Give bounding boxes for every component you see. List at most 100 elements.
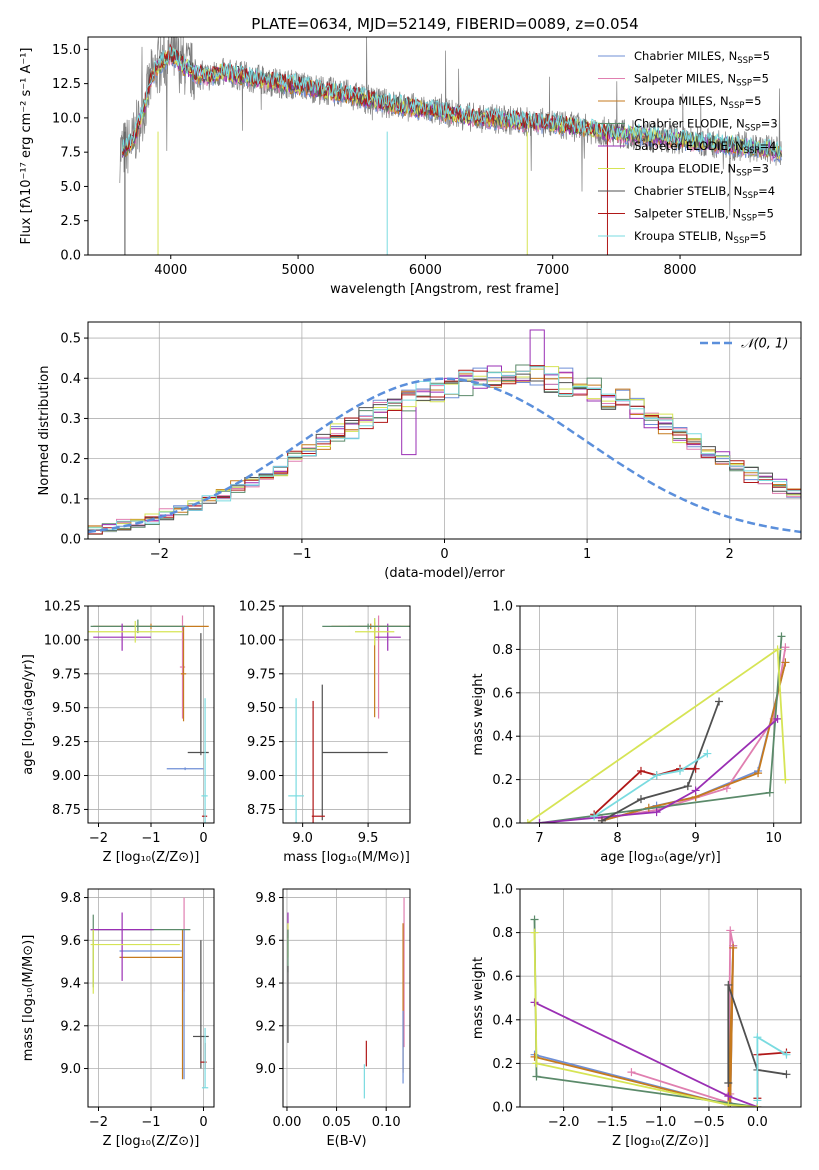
y-tick-label: 9.75 — [247, 667, 276, 682]
legend-label: Kroupa ELODIE, NSSP=3 — [634, 162, 769, 179]
x-tick-label: −1.5 — [596, 1115, 628, 1130]
y-tick-label: 0.2 — [492, 1057, 513, 1072]
weight-marker — [532, 1059, 541, 1068]
massweight-vs-age-plot-area — [523, 632, 790, 823]
x-tick-label: 8 — [613, 831, 621, 846]
weight-marker — [726, 926, 735, 935]
weight-marker — [652, 771, 661, 780]
legend-label-text: Chabrier MILES, N — [634, 49, 737, 63]
x-tick-label: −2.0 — [548, 1115, 580, 1130]
y-tick-label: 9.50 — [52, 701, 81, 716]
weight-line-salpeter-stelib — [756, 1051, 787, 1099]
y-tick-label: 15.0 — [52, 43, 81, 58]
weight-line-kroupa-elodie — [533, 932, 758, 1107]
legend-label-text: Salpeter ELODIE, N — [634, 139, 744, 153]
weight-line-chabrier-stelib — [727, 984, 787, 1083]
y-tick-label: 0.0 — [60, 249, 81, 264]
model-line-kroupa-stelib — [121, 46, 782, 158]
weight-marker — [724, 1100, 733, 1107]
y-tick-label: 5.0 — [60, 180, 81, 195]
y-tick-label: 0.2 — [492, 773, 513, 788]
legend-subscript: SSP — [736, 169, 752, 179]
x-tick-label: 9 — [691, 831, 699, 846]
y-tick-label: 7.5 — [60, 146, 81, 161]
legend-label-text: Chabrier ELODIE, N — [634, 117, 745, 131]
legend-label: Salpeter ELODIE, NSSP=4 — [634, 139, 777, 156]
normal-curve — [88, 377, 801, 534]
legend-subscript: SSP — [737, 56, 753, 66]
figure-title: PLATE=0634, MJD=52149, FIBERID=0089, z=0… — [251, 15, 638, 33]
mass-vs-z-panel: −2 −1 0 9.0 9.2 9.4 9.6 9.8 Z [log₁₀(Z/Z⊙)] mass … — [21, 888, 215, 1149]
y-tick-label: 0.8 — [492, 643, 513, 658]
weight-marker — [530, 915, 539, 924]
y-tick-label: 1.0 — [492, 883, 513, 898]
weight-marker — [753, 1096, 762, 1105]
y-axis-label: age [log₁₀(age/yr)] — [21, 654, 36, 775]
weight-marker — [627, 1068, 636, 1077]
legend-subscript: SSP — [729, 101, 745, 111]
y-tick-label: 10.25 — [44, 600, 81, 615]
y-tick-label: 0.8 — [492, 926, 513, 941]
y-tick-label: 10.00 — [44, 633, 81, 648]
weight-marker — [781, 658, 790, 667]
plot-frame — [87, 321, 802, 540]
y-tick-label: 9.25 — [52, 735, 81, 750]
x-tick-label: 8000 — [663, 263, 696, 278]
legend-label: Chabrier ELODIE, NSSP=3 — [634, 117, 778, 134]
legend-count: =5 — [744, 94, 761, 108]
legend-count: =5 — [753, 49, 770, 63]
weight-marker — [530, 998, 539, 1007]
legend-label: Salpeter STELIB, NSSP=5 — [634, 207, 774, 224]
x-tick-label: −2 — [89, 1115, 108, 1130]
weight-line-kroupa-stelib — [756, 1035, 787, 1101]
weight-marker — [590, 812, 599, 821]
x-tick-label: −1 — [141, 1115, 160, 1130]
legend-label-text: Chabrier STELIB, N — [634, 184, 742, 198]
y-tick-label: 8.75 — [247, 803, 276, 818]
weight-marker — [703, 749, 712, 758]
y-axis-label: Flux [fλ10⁻¹⁷ erg cm⁻² s⁻¹ A⁻¹] — [19, 48, 34, 245]
weight-marker — [532, 1072, 541, 1081]
y-tick-label: 9.50 — [247, 701, 276, 716]
histogram-kroupa-elodie — [88, 366, 801, 532]
weight-line-chabrier-stelib — [601, 701, 720, 822]
y-tick-label: 0.6 — [492, 970, 513, 985]
legend-count: =3 — [761, 117, 778, 131]
y-tick-label: 9.00 — [247, 769, 276, 784]
legend-label: Salpeter MILES, NSSP=5 — [634, 72, 769, 89]
y-tick-label: 0.4 — [492, 1013, 513, 1028]
y-tick-label: 0.0 — [60, 533, 81, 548]
y-tick-label: 0.5 — [60, 332, 81, 347]
x-tick-label: −0.5 — [693, 1115, 725, 1130]
spectrum-panel: 4000 5000 6000 7000 8000 0.0 2.5 5.0 7.5 10.0 12.5… — [19, 36, 802, 297]
weight-marker — [636, 766, 645, 775]
legend-label-text: Salpeter STELIB, N — [634, 207, 741, 221]
weight-line-kroupa-miles — [534, 947, 735, 1106]
legend-count: =4 — [760, 139, 777, 153]
x-axis-label: E(B-V) — [326, 1134, 366, 1149]
plot-frame — [282, 605, 411, 824]
massweight-vs-z-panel: −2.0 −1.5 −1.0 −0.5 0.0 0.0 0.2 0.4 0.6 0.8 1.0 Z [… — [471, 883, 802, 1149]
y-tick-label: 9.25 — [247, 735, 276, 750]
y-tick-label: 9.75 — [52, 667, 81, 682]
legend-count: =5 — [757, 207, 774, 221]
y-tick-label: 9.00 — [52, 769, 81, 784]
y-tick-label: 9.4 — [255, 977, 276, 992]
legend-label-text: Kroupa ELODIE, N — [634, 162, 736, 176]
weight-marker — [754, 769, 763, 778]
weight-line-salpeter-elodie — [539, 718, 779, 823]
x-tick-label: 0 — [440, 547, 448, 562]
x-axis-label: Z [log₁₀(Z/Z⊙)] — [103, 1134, 200, 1149]
histogram-kroupa-stelib — [88, 366, 801, 531]
weight-marker — [530, 928, 539, 937]
age-vs-mass-panel: 9.0 9.5 8.75 9.00 9.25 9.50 9.75 10.00 10.25 mass… — [239, 600, 411, 865]
y-tick-label: 9.0 — [60, 1062, 81, 1077]
y-tick-label: 0.3 — [60, 412, 81, 427]
massweight-vs-z-plot-area — [530, 915, 791, 1107]
x-axis-label: age [log₁₀(age/yr)] — [600, 850, 721, 865]
y-tick-label: 9.2 — [60, 1019, 81, 1034]
legend-count: =3 — [752, 162, 769, 176]
x-tick-label: −2 — [89, 831, 108, 846]
y-tick-label: 0.1 — [60, 492, 81, 507]
